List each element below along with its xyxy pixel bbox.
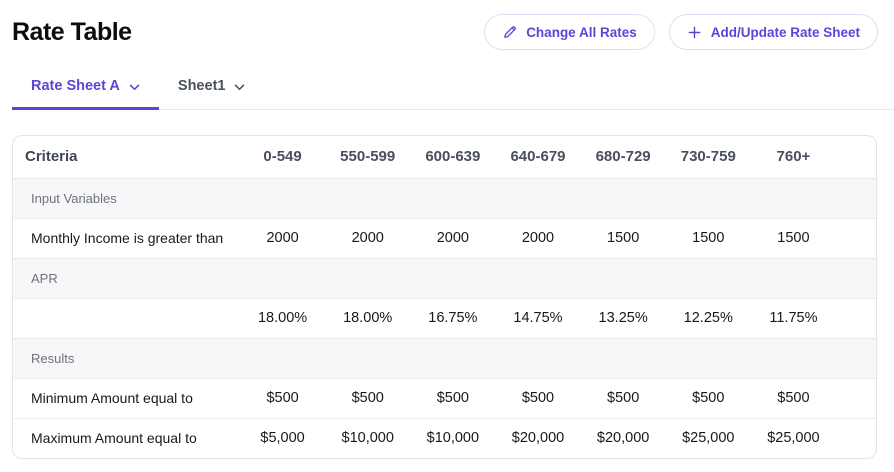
change-all-rates-label: Change All Rates: [526, 24, 637, 40]
cell-value: 18.00%: [257, 309, 308, 326]
cell-value: 1500: [777, 229, 810, 246]
cell-value: 13.25%: [598, 309, 648, 326]
row-label: Minimum Amount equal to: [31, 390, 193, 407]
cell-value: 1500: [692, 229, 725, 246]
tab-sheet1[interactable]: Sheet1: [159, 74, 265, 109]
cell-value: 11.75%: [769, 309, 818, 326]
column-header: 550-599: [340, 148, 396, 165]
chevron-down-icon[interactable]: [129, 84, 140, 91]
tab-rate-sheet-a-label: Rate Sheet A: [31, 78, 120, 94]
cell-value: 12.25%: [683, 309, 733, 326]
cell-value: $10,000: [426, 429, 480, 446]
cell-value: 18.00%: [343, 309, 393, 326]
table-row: 18.00% 18.00% 16.75% 14.75% 13.25% 12.25% 11.7…: [13, 298, 876, 338]
pencil-icon: [502, 25, 517, 40]
cell-value: 2000: [266, 229, 299, 246]
top-bar: Rate Table Change All Rates Add/Update R…: [0, 0, 894, 50]
cell-value: $500: [266, 389, 299, 406]
cell-value: 2000: [521, 229, 555, 246]
cell-value: 2000: [436, 229, 469, 246]
cell-value: $5,000: [260, 429, 305, 446]
column-header: 680-729: [595, 148, 651, 165]
add-update-rate-sheet-button[interactable]: Add/Update Rate Sheet: [668, 14, 878, 50]
criteria-header: Criteria: [25, 148, 78, 165]
add-update-rate-sheet-label: Add/Update Rate Sheet: [710, 24, 860, 40]
cell-value: $500: [777, 389, 810, 406]
row-label: Maximum Amount equal to: [31, 430, 197, 447]
cell-value: $500: [521, 389, 555, 406]
column-header: 600-639: [425, 148, 481, 165]
plus-icon: [687, 25, 702, 40]
column-header: 730-759: [680, 148, 736, 165]
section-label: Results: [31, 350, 75, 366]
row-label: Monthly Income is greater than: [31, 230, 224, 247]
cell-value: 1500: [607, 229, 640, 246]
column-header: 0-549: [263, 148, 302, 165]
tab-sheet1-label: Sheet1: [177, 78, 226, 94]
cell-value: 14.75%: [513, 309, 563, 326]
cell-value: $25,000: [767, 429, 820, 446]
cell-value: $20,000: [511, 429, 565, 446]
tab-rate-sheet-a[interactable]: Rate Sheet A: [12, 74, 159, 110]
chevron-down-icon[interactable]: [234, 84, 245, 91]
column-header: 640-679: [510, 148, 566, 165]
column-header: 760+: [776, 148, 811, 165]
section-label: Input Variables: [31, 190, 117, 206]
section-row: Input Variables: [13, 178, 876, 218]
table-row: Minimum Amount equal to $500 $500 $500 $500 $…: [13, 378, 876, 418]
page-title: Rate Table: [12, 17, 132, 46]
header-actions: Change All Rates Add/Update Rate Sheet: [484, 14, 878, 50]
table-header-row: Criteria 0-549 550-599 600-639 640-679 680-7…: [13, 136, 876, 178]
cell-value: $20,000: [596, 429, 650, 446]
cell-value: $25,000: [682, 429, 735, 446]
cell-value: 2000: [351, 229, 384, 246]
cell-value: 16.75%: [428, 309, 478, 326]
section-row: Results: [13, 338, 876, 378]
cell-value: $500: [351, 389, 384, 406]
table-row: Monthly Income is greater than 2000 2000 20…: [13, 218, 876, 258]
sheet-tabs: Rate Sheet A Sheet1: [12, 74, 894, 110]
change-all-rates-button[interactable]: Change All Rates: [484, 14, 655, 50]
table-row: Maximum Amount equal to $5,000 $10,000 $10,…: [13, 418, 876, 458]
rate-table: Criteria 0-549 550-599 600-639 640-679 680-7…: [12, 135, 877, 459]
section-row: APR: [13, 258, 876, 298]
cell-value: $500: [436, 389, 469, 406]
section-label: APR: [31, 270, 58, 286]
cell-value: $500: [692, 389, 725, 406]
cell-value: $10,000: [341, 429, 394, 446]
cell-value: $500: [607, 389, 640, 406]
